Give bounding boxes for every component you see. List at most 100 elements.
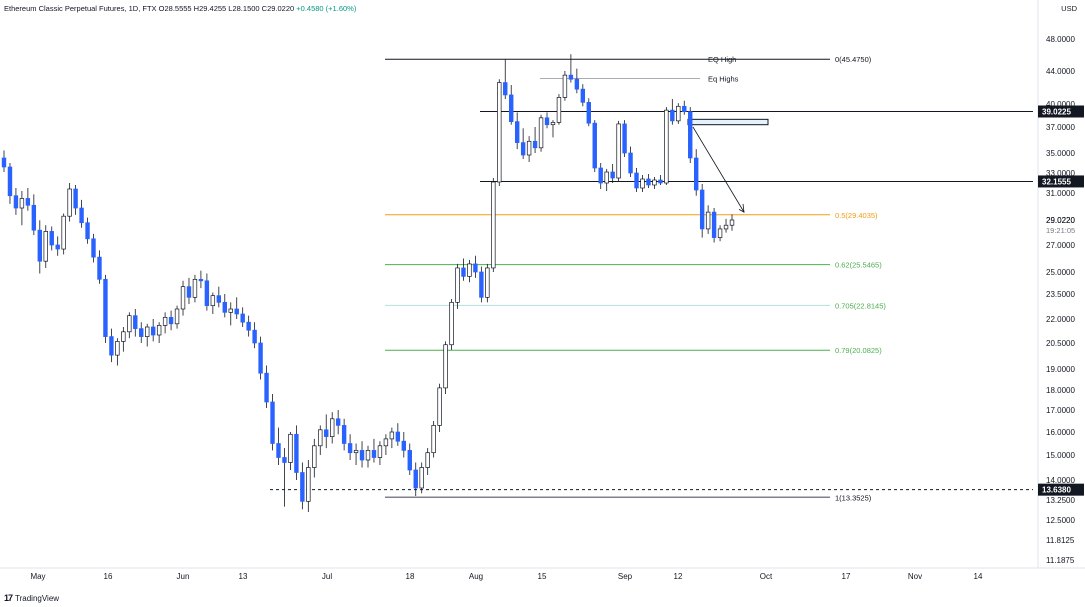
candle-body	[246, 321, 251, 331]
x-tick-label: Oct	[760, 572, 773, 581]
y-tick-label: 31.0000	[1046, 189, 1075, 198]
candle-body	[544, 117, 550, 126]
price-tag	[1038, 175, 1084, 188]
y-tick-label: 19.0000	[1046, 365, 1075, 374]
candle-body	[121, 331, 126, 342]
candle-body	[318, 429, 323, 447]
candle-body	[640, 178, 645, 189]
annotation-label: EQ High	[708, 55, 736, 64]
candle-body	[306, 467, 311, 502]
candle-body	[729, 219, 735, 226]
projection-arrowhead	[738, 203, 745, 213]
y-tick-label: 20.5000	[1046, 339, 1075, 348]
candle-body	[592, 122, 597, 169]
candle-body	[97, 256, 102, 280]
candle-body	[204, 280, 210, 307]
candle-body	[294, 433, 299, 473]
y-tick-label: 11.8125	[1046, 536, 1075, 545]
candle-body	[109, 336, 114, 356]
x-tick-label: 13	[239, 572, 248, 581]
candle-body	[347, 443, 353, 454]
candle-body	[312, 445, 317, 468]
x-tick-label: Sep	[618, 572, 633, 581]
candle-body	[353, 450, 359, 454]
candle-body	[371, 450, 377, 458]
candle-body	[622, 123, 627, 154]
candle-body	[335, 418, 341, 426]
y-tick-label: 15.0000	[1046, 451, 1075, 460]
candle-body	[13, 195, 19, 209]
candle-body	[139, 328, 144, 337]
price-tag	[1038, 105, 1084, 118]
candle-body	[401, 440, 407, 451]
candle-body	[425, 452, 430, 468]
candle-body	[73, 188, 78, 209]
y-tick-label: 18.0000	[1046, 386, 1075, 395]
candle-body	[67, 188, 72, 217]
brand-label: TradingView	[15, 593, 60, 603]
candle-body	[532, 140, 538, 149]
x-tick-label: Nov	[908, 572, 922, 581]
candle-body	[443, 344, 448, 389]
candle-body	[19, 198, 25, 209]
x-tick-label: 14	[974, 572, 983, 581]
candle-body	[419, 467, 424, 489]
order-block-zone	[687, 118, 769, 126]
annotation-label: Eq Highs	[708, 74, 739, 83]
candle-body	[437, 387, 442, 426]
candle-body	[377, 445, 383, 458]
candle-body	[395, 431, 401, 442]
candle-body	[598, 167, 603, 184]
candle-body	[479, 271, 484, 298]
candle-body	[705, 211, 711, 230]
candle-body	[174, 308, 180, 325]
candle-body	[383, 438, 389, 447]
candle-body	[324, 429, 329, 437]
candle-body	[25, 198, 31, 206]
candle-body	[413, 469, 418, 489]
x-tick-label: 16	[104, 572, 113, 581]
y-tick-label: 27.0000	[1046, 241, 1075, 250]
chart-header: Ethereum Classic Perpetual Futures, 1D, …	[4, 4, 356, 13]
candle-body	[55, 244, 60, 250]
x-tick-label: 17	[842, 572, 851, 581]
candle-body	[503, 82, 508, 96]
candle-body	[562, 74, 568, 98]
x-tick-label: 18	[406, 572, 415, 581]
candle-body	[252, 329, 257, 344]
candle-body	[461, 267, 466, 277]
candle-body	[133, 315, 138, 329]
y-tick-label: 29.0220	[1046, 216, 1075, 225]
candle-body	[79, 207, 84, 224]
candle-body	[365, 450, 371, 461]
y-tick-label: 22.0000	[1046, 315, 1075, 324]
y-tick-label: 35.0000	[1046, 149, 1075, 158]
candle-body	[300, 472, 305, 502]
candle-body	[407, 450, 412, 471]
candle-body	[288, 433, 293, 463]
tradingview-logo-icon: 17	[4, 593, 13, 603]
candle-body	[652, 179, 657, 186]
price-change: +0.4580 (+1.60%)	[296, 4, 357, 13]
candle-body	[658, 179, 663, 184]
y-tick-label: 33.0000	[1046, 169, 1075, 178]
candle-body	[282, 457, 287, 463]
x-tick-label: Aug	[469, 572, 483, 581]
price-tag-label: 39.0225	[1042, 107, 1071, 116]
candle-body	[699, 189, 705, 230]
y-tick-label: 17.0000	[1046, 406, 1075, 415]
y-tick-label: 48.0000	[1046, 35, 1075, 44]
candle-body	[162, 316, 168, 326]
x-tick-label: 15	[538, 572, 547, 581]
candle-body	[234, 308, 239, 315]
candle-body	[670, 109, 675, 122]
candle-body	[580, 88, 586, 103]
candle-body	[240, 313, 245, 323]
fib-level-label: 0.79(20.0825)	[835, 346, 882, 355]
candle-body	[192, 278, 198, 298]
candle-body	[664, 109, 669, 184]
candle-body	[145, 326, 150, 337]
fib-level-label: 0.62(25.5465)	[835, 261, 882, 270]
tradingview-brand[interactable]: 17 TradingView	[4, 593, 59, 603]
